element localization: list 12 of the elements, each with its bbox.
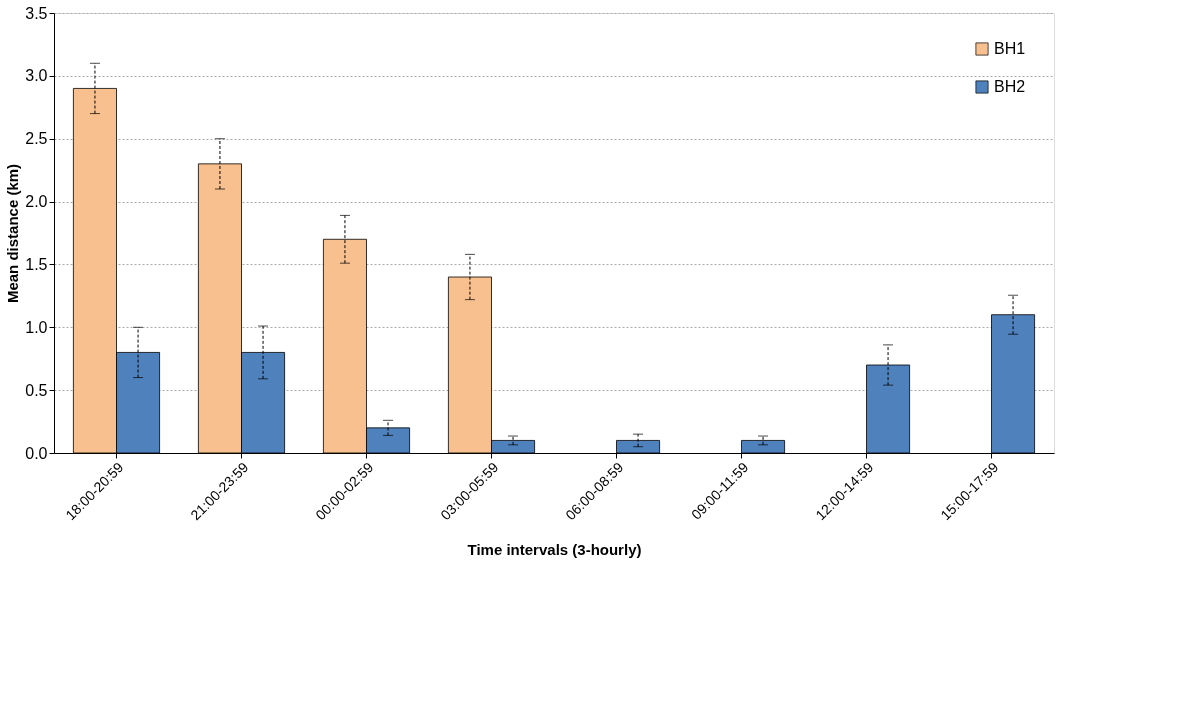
- legend-label: BH2: [994, 78, 1026, 95]
- y-tick-label: 1.0: [25, 318, 48, 336]
- legend-label: BH1: [994, 40, 1026, 57]
- y-tick-label: 2.0: [25, 193, 48, 211]
- y-tick-label: 0.0: [25, 444, 48, 462]
- y-tick-label: 2.5: [25, 130, 48, 148]
- y-axis-title: Mean distance (km): [4, 163, 22, 304]
- y-tick-label: 0.5: [25, 381, 48, 399]
- y-tick-label: 3.5: [25, 4, 48, 22]
- y-tick-label: 1.5: [25, 255, 48, 273]
- y-tick-label: 3.0: [25, 67, 48, 85]
- x-axis-title: Time intervals (3-hourly): [467, 541, 642, 559]
